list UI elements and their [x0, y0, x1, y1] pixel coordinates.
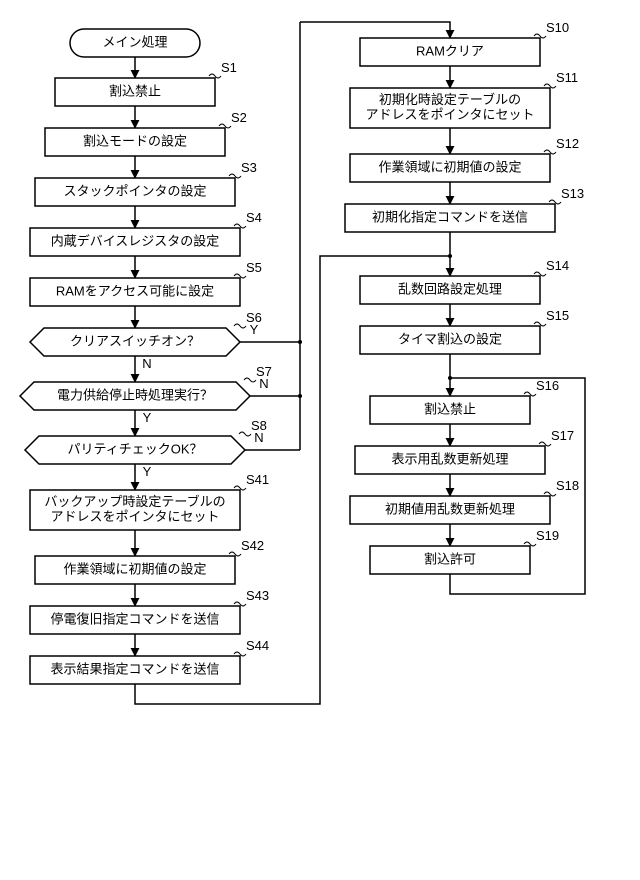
- svg-text:初期化時設定テーブルの: 初期化時設定テーブルの: [379, 92, 521, 107]
- svg-text:割込禁止: 割込禁止: [424, 401, 476, 416]
- svg-text:S17: S17: [551, 428, 574, 443]
- svg-text:S1: S1: [221, 60, 237, 75]
- svg-text:N: N: [142, 356, 151, 371]
- svg-text:S41: S41: [246, 472, 269, 487]
- svg-text:S11: S11: [556, 70, 578, 85]
- svg-text:パリティチェックOK？: パリティチェックOK？: [67, 441, 202, 456]
- svg-text:内蔵デバイスレジスタの設定: 内蔵デバイスレジスタの設定: [51, 233, 220, 248]
- svg-text:アドレスをポインタにセット: アドレスをポインタにセット: [365, 107, 534, 122]
- svg-text:停電復旧指定コマンドを送信: 停電復旧指定コマンドを送信: [50, 611, 219, 626]
- svg-text:S2: S2: [231, 110, 247, 125]
- svg-text:S44: S44: [246, 638, 269, 653]
- svg-text:割込モードの設定: 割込モードの設定: [83, 133, 187, 148]
- svg-text:S43: S43: [246, 588, 269, 603]
- svg-text:S10: S10: [546, 20, 569, 35]
- svg-text:Y: Y: [250, 322, 259, 337]
- svg-text:メイン処理: メイン処理: [102, 34, 167, 49]
- svg-text:スタックポインタの設定: スタックポインタの設定: [63, 183, 206, 198]
- svg-text:初期値用乱数更新処理: 初期値用乱数更新処理: [385, 501, 515, 516]
- svg-text:S12: S12: [556, 136, 579, 151]
- svg-text:N: N: [259, 376, 268, 391]
- svg-text:S5: S5: [246, 260, 262, 275]
- svg-text:RAMをアクセス可能に設定: RAMをアクセス可能に設定: [56, 283, 214, 298]
- svg-text:S4: S4: [246, 210, 262, 225]
- svg-text:Y: Y: [143, 464, 152, 479]
- svg-text:S42: S42: [241, 538, 264, 553]
- svg-text:表示結果指定コマンドを送信: 表示結果指定コマンドを送信: [50, 661, 219, 676]
- svg-text:作業領域に初期値の設定: 作業領域に初期値の設定: [63, 561, 206, 576]
- svg-text:Y: Y: [143, 410, 152, 425]
- svg-text:S15: S15: [546, 308, 569, 323]
- svg-text:S13: S13: [561, 186, 584, 201]
- svg-text:アドレスをポインタにセット: アドレスをポインタにセット: [50, 509, 219, 524]
- svg-text:乱数回路設定処理: 乱数回路設定処理: [398, 281, 502, 296]
- svg-text:S14: S14: [546, 258, 569, 273]
- svg-text:初期化指定コマンドを送信: 初期化指定コマンドを送信: [372, 209, 528, 224]
- svg-text:割込禁止: 割込禁止: [109, 83, 161, 98]
- svg-text:割込許可: 割込許可: [424, 551, 476, 566]
- svg-text:S3: S3: [241, 160, 257, 175]
- svg-text:クリアスイッチオン？: クリアスイッチオン？: [70, 333, 200, 348]
- svg-text:RAMクリア: RAMクリア: [416, 43, 484, 58]
- svg-text:バックアップ時設定テーブルの: バックアップ時設定テーブルの: [44, 494, 225, 509]
- svg-text:作業領域に初期値の設定: 作業領域に初期値の設定: [378, 159, 521, 174]
- flowchart-svg: メイン処理割込禁止 S1 割込モードの設定 S2 スタックポインタの設定 S3 内蔵デバイス…: [0, 0, 640, 880]
- svg-text:タイマ割込の設定: タイマ割込の設定: [398, 331, 502, 346]
- svg-text:表示用乱数更新処理: 表示用乱数更新処理: [391, 451, 508, 466]
- svg-text:S16: S16: [536, 378, 559, 393]
- svg-text:電力供給停止時処理実行？: 電力供給停止時処理実行？: [57, 387, 213, 402]
- svg-text:S19: S19: [536, 528, 559, 543]
- svg-text:N: N: [254, 430, 263, 445]
- svg-text:S18: S18: [556, 478, 579, 493]
